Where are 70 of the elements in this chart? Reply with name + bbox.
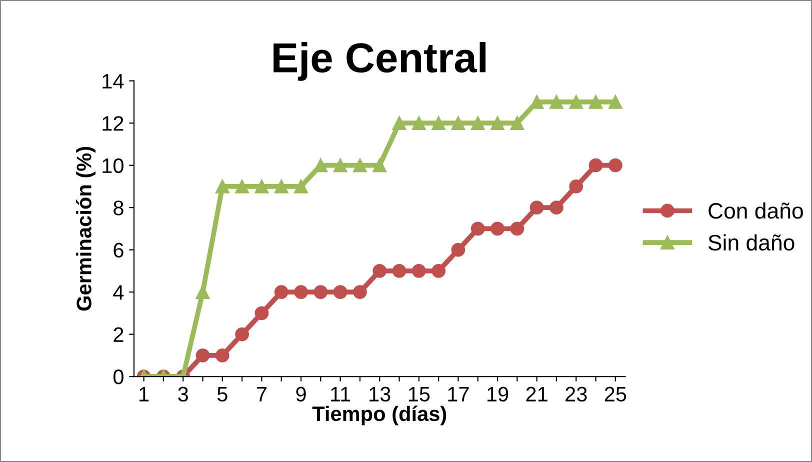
point [235, 327, 249, 342]
point [530, 200, 544, 215]
x-tick-label: 23 [566, 386, 587, 402]
point [432, 116, 446, 130]
y-tick-label: 4 [113, 285, 124, 300]
point [569, 180, 584, 194]
point [510, 116, 524, 130]
point [372, 264, 387, 278]
x-tick-label: 17 [448, 387, 469, 402]
point [333, 158, 348, 172]
x-tick-label: 15 [408, 387, 430, 402]
point [490, 222, 504, 236]
legend-label: Con daño [708, 202, 803, 219]
point [432, 264, 446, 278]
x-axis-title: Tiempo (días) [312, 406, 446, 426]
point [314, 158, 328, 172]
point [392, 116, 406, 130]
point [412, 264, 426, 278]
point [254, 180, 269, 194]
y-tick-label: 10 [102, 158, 124, 174]
x-tick-label: 19 [488, 386, 508, 402]
point [353, 285, 367, 299]
x-tick-label: 25 [604, 386, 626, 402]
y-tick-label: 6 [114, 242, 124, 258]
x-tick-label: 9 [296, 386, 306, 402]
point [196, 348, 210, 362]
point [588, 158, 603, 172]
point [470, 222, 485, 236]
y-axis-title: Germinación (%) [76, 146, 96, 311]
y-tick-label: 12 [102, 116, 124, 131]
chart-title: Eje Central [274, 42, 486, 81]
point [550, 200, 564, 215]
x-tick-label: 21 [526, 386, 548, 402]
point [392, 264, 406, 278]
point [372, 158, 387, 172]
point [530, 95, 544, 109]
point [215, 180, 230, 194]
point [314, 285, 328, 299]
point [608, 158, 622, 172]
point [196, 285, 210, 299]
point [608, 95, 622, 109]
point [470, 116, 485, 130]
point [550, 95, 564, 109]
point [294, 285, 308, 299]
point [588, 95, 603, 109]
x-tick-label: 1 [140, 387, 149, 402]
x-tick-label: 3 [178, 386, 188, 402]
point [451, 242, 466, 257]
point [490, 116, 504, 130]
legend-label: Sin daño [708, 234, 794, 251]
point [333, 285, 348, 299]
point [215, 348, 230, 362]
point [412, 116, 426, 130]
point [510, 222, 524, 236]
point [294, 180, 308, 194]
point [274, 180, 288, 194]
point [254, 306, 269, 320]
point [451, 116, 466, 130]
point [353, 158, 367, 172]
point [235, 180, 249, 194]
point [569, 95, 584, 109]
x-tick-label: 13 [370, 386, 390, 402]
y-tick-label: 14 [102, 74, 124, 88]
x-tick-label: 11 [331, 387, 350, 402]
point [274, 285, 288, 299]
y-tick-label: 2 [114, 327, 124, 342]
y-tick-label: 0 [113, 370, 124, 384]
x-tick-label: 5 [217, 387, 228, 402]
x-tick-label: 7 [256, 387, 266, 402]
y-tick-label: 8 [114, 200, 124, 216]
